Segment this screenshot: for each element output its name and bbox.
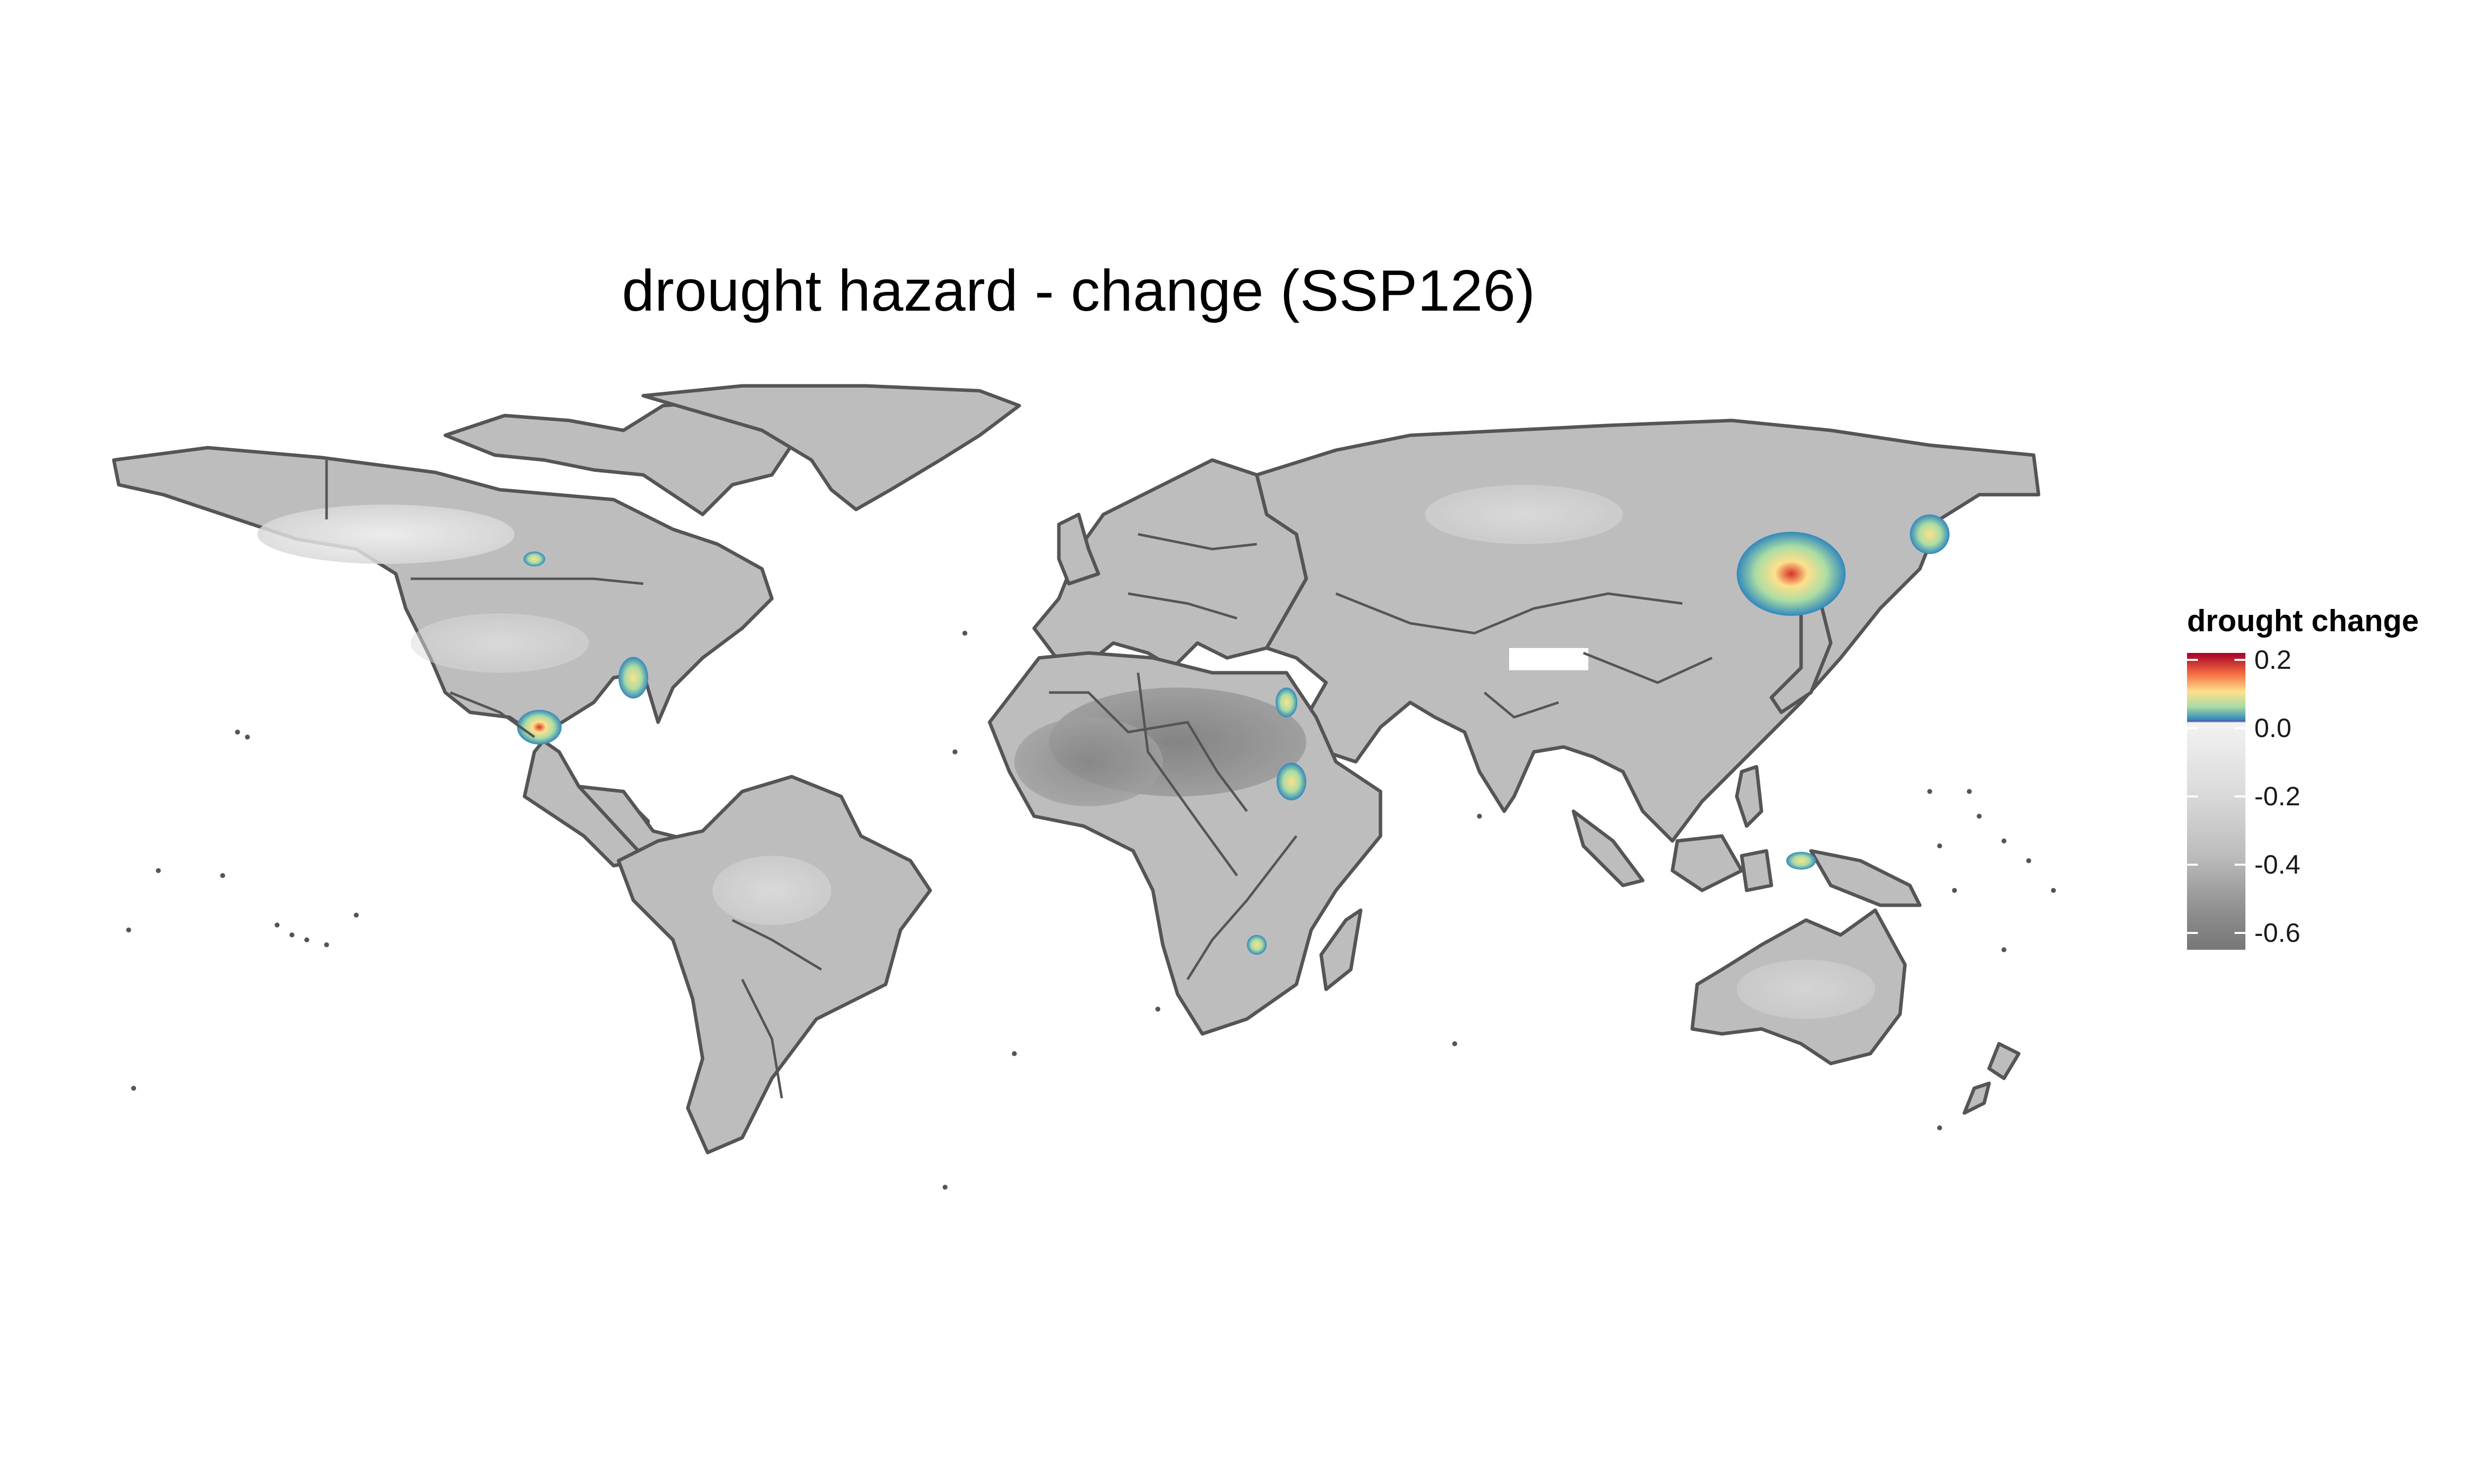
legend-tick-label: -0.2 — [2254, 781, 2301, 811]
legend-title: drought change — [2187, 604, 2419, 638]
land-madagascar — [1319, 908, 1363, 991]
land-new-zealand — [1962, 1042, 2021, 1115]
hotspot-ethiopia — [1277, 763, 1306, 800]
legend-tick-label: 0.2 — [2254, 645, 2292, 675]
hotspot-northeast-china — [1737, 532, 1846, 616]
map-title: drought hazard - change (SSP126) — [621, 258, 1536, 324]
land-south-america — [617, 775, 932, 1155]
legend-colorbar: 0.2 0.0 -0.2 -0.4 -0.6 — [2187, 645, 2300, 950]
hotspot-florida — [618, 657, 648, 698]
legend: drought change 0.2 0.0 -0.2 -0.4 -0.6 — [2187, 603, 2464, 950]
land-japan — [1769, 602, 1833, 714]
hotspot-mozambique — [1247, 935, 1267, 955]
land-greenland — [641, 384, 1021, 511]
hotspot-new-guinea — [1786, 852, 1816, 870]
land-asia — [1255, 418, 2041, 843]
hotspot-tibet — [1509, 648, 1588, 670]
land-new-guinea — [1809, 849, 1922, 907]
hotspot-western-canada — [523, 552, 545, 566]
land-britain — [1057, 512, 1100, 586]
land-sumatra-borneo — [1571, 809, 1773, 892]
hotspot-mexico — [517, 710, 562, 744]
land-arctic-islands — [443, 399, 794, 516]
legend-tick-label: -0.6 — [2254, 918, 2301, 948]
legend-tick-label: 0.0 — [2254, 713, 2292, 743]
legend-tick-label: -0.4 — [2254, 849, 2301, 880]
land-philippines — [1735, 765, 1763, 828]
hotspot-nile — [1276, 688, 1297, 717]
hotspot-russian-far-east — [1910, 514, 1950, 554]
